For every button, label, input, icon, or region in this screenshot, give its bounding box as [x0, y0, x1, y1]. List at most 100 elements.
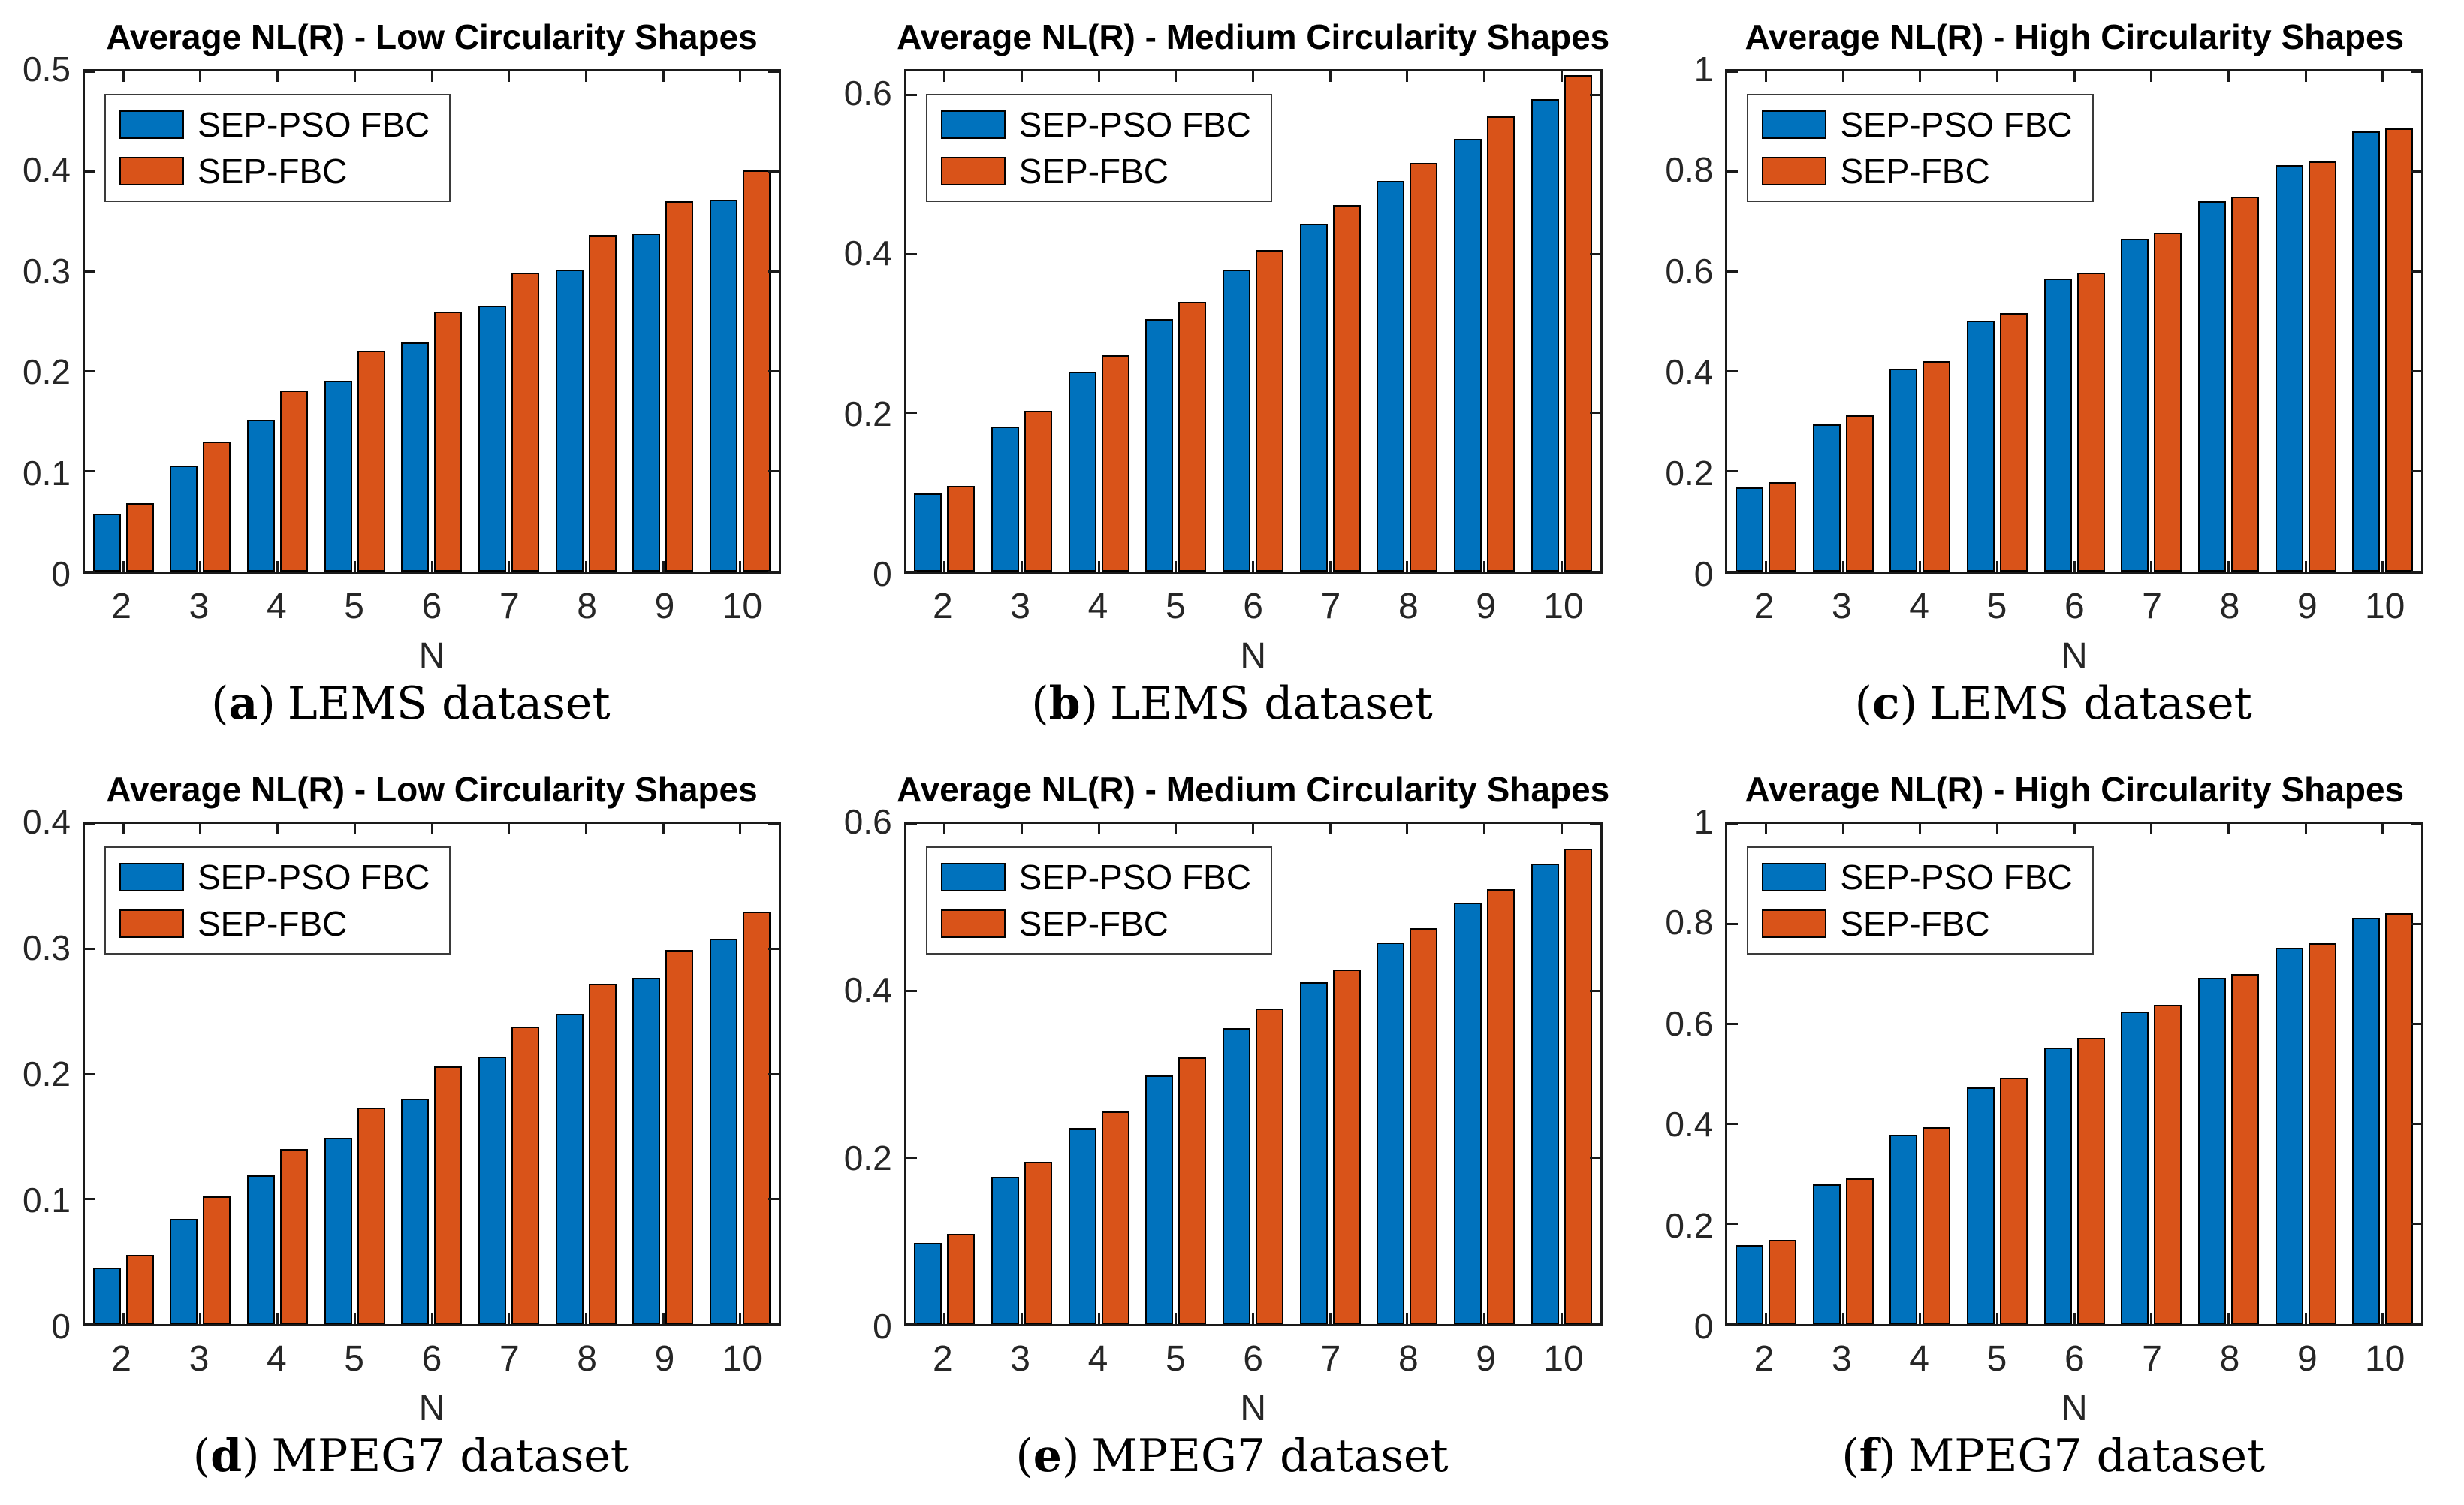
x-tick-mark — [276, 71, 279, 82]
bar — [1889, 1135, 1918, 1324]
bar-group — [2190, 824, 2267, 1324]
caption-paren-close: ) — [1080, 677, 1099, 730]
x-tick-label: 2 — [111, 1339, 132, 1379]
legend-label: SEP-PSO FBC — [1840, 858, 2073, 897]
bar-group — [625, 824, 702, 1324]
x-tick-label: 5 — [344, 1339, 365, 1379]
legend-item: SEP-FBC — [940, 152, 1251, 191]
bar-group — [239, 71, 316, 572]
y-tick-mark — [85, 70, 95, 73]
bar — [991, 1176, 1020, 1324]
x-tick-mark — [1097, 561, 1100, 572]
bar-group — [1060, 824, 1138, 1324]
bar — [632, 233, 661, 572]
x-tick-mark — [199, 1313, 202, 1324]
x-tick-label: 9 — [2297, 1339, 2318, 1379]
bar-group — [1369, 71, 1446, 572]
y-tick-mark — [2411, 70, 2422, 73]
x-tick-label: 7 — [2142, 1339, 2163, 1379]
x-tick-mark — [1919, 1313, 1922, 1324]
bar-group — [2345, 71, 2422, 572]
legend-swatch — [940, 863, 1006, 891]
caption-letter: a — [228, 677, 258, 730]
y-tick-label: 0.4 — [843, 234, 892, 273]
x-tick-label: 10 — [722, 1339, 763, 1379]
x-tick-label: 8 — [2219, 1339, 2240, 1379]
bar-group — [1214, 824, 1292, 1324]
x-tick-mark — [1483, 71, 1486, 82]
x-tick-label: 10 — [1543, 1339, 1584, 1379]
bar-group — [1060, 71, 1138, 572]
bar-group — [1727, 71, 1805, 572]
bar — [2121, 239, 2149, 572]
y-tick-mark — [2411, 922, 2422, 925]
caption-paren-close: ) — [1878, 1430, 1896, 1482]
x-tick-label: 9 — [654, 1339, 675, 1379]
bar — [1967, 320, 1995, 572]
bar — [203, 441, 231, 572]
bar-group — [162, 71, 240, 572]
bar — [1564, 849, 1592, 1324]
chart-title: Average NL(R) - Medium Circularity Shape… — [897, 17, 1610, 56]
bar — [2385, 128, 2414, 572]
y-tick-mark — [1727, 1323, 1739, 1326]
x-tick-mark — [2150, 561, 2153, 572]
bar — [2385, 912, 2414, 1324]
legend-item: SEP-FBC — [119, 906, 430, 941]
bar — [324, 380, 352, 572]
legend-label: SEP-FBC — [1018, 152, 1169, 191]
bar-group — [85, 824, 162, 1324]
y-tick-mark — [906, 822, 917, 825]
legend-swatch — [940, 909, 1006, 938]
x-tick-mark — [508, 824, 511, 834]
bar-group — [1138, 71, 1215, 572]
caption-letter: c — [1872, 677, 1900, 730]
x-tick-label: 4 — [1087, 587, 1108, 626]
bar-group — [625, 71, 702, 572]
caption-paren-open: ( — [211, 677, 229, 730]
bar-group — [1446, 71, 1523, 572]
x-tick-mark — [1175, 1313, 1178, 1324]
bar — [1068, 1128, 1096, 1324]
x-tick-label: 9 — [654, 587, 675, 626]
bar — [1769, 482, 1797, 572]
x-tick-mark — [276, 1313, 279, 1324]
bar — [1410, 927, 1438, 1324]
x-tick-mark — [122, 561, 125, 572]
y-tick-mark — [85, 170, 95, 173]
bar — [1299, 223, 1328, 572]
bar — [914, 493, 942, 572]
caption-text: MPEG7 dataset — [271, 1430, 629, 1482]
bar — [1377, 942, 1405, 1324]
x-tick-mark — [1560, 561, 1563, 572]
x-tick-mark — [943, 71, 946, 82]
y-tick-label: 0 — [1693, 554, 1714, 593]
y-tick-mark — [2411, 1223, 2422, 1226]
chart-title: Average NL(R) - High Circularity Shapes — [1745, 17, 2405, 56]
bar-group — [1959, 71, 2036, 572]
y-tick-mark — [1589, 989, 1600, 992]
legend-label: SEP-PSO FBC — [198, 858, 430, 897]
bar-group — [2267, 71, 2345, 572]
x-tick-mark — [662, 824, 665, 834]
x-tick-label: 8 — [577, 587, 598, 626]
bar-group — [1727, 824, 1805, 1324]
bar — [588, 984, 617, 1324]
x-tick-label: 2 — [111, 587, 132, 626]
caption-paren-open: ( — [1841, 1430, 1859, 1482]
y-tick-mark — [1727, 822, 1739, 825]
x-tick-mark — [1252, 71, 1255, 82]
bar — [511, 272, 540, 572]
x-tick-mark — [739, 1313, 742, 1324]
legend-swatch — [119, 863, 184, 891]
y-tick-label: 0 — [1693, 1307, 1714, 1346]
plot-inner — [906, 824, 1600, 1324]
x-tick-label: 3 — [188, 1339, 210, 1379]
x-tick-mark — [353, 824, 356, 834]
x-tick-mark — [1841, 561, 1844, 572]
x-tick-mark — [1560, 71, 1563, 82]
y-tick-label: 1 — [1693, 802, 1714, 841]
legend: SEP-PSO FBC SEP-FBC — [925, 94, 1272, 202]
bar — [710, 199, 738, 572]
legend-item: SEP-PSO FBC — [119, 107, 430, 142]
